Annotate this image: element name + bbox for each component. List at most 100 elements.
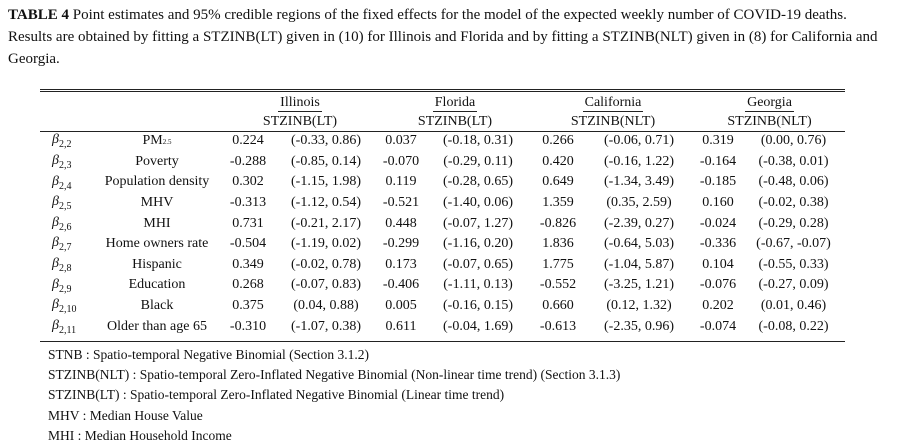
coefficient-symbol: β2,9: [52, 276, 72, 295]
coefficient-symbol: β2,2: [52, 132, 72, 151]
credible-region: (-1.04, 5.87): [604, 256, 674, 272]
credible-region: (-0.08, 0.22): [758, 318, 829, 334]
credible-region: (-0.21, 2.17): [291, 215, 361, 231]
variable-name: MHV: [140, 195, 174, 211]
coefficient-symbol: β2,8: [52, 255, 72, 274]
point-estimate: 0.302: [232, 174, 264, 190]
credible-region: (-0.28, 0.65): [443, 174, 513, 190]
point-estimate: 0.731: [232, 215, 264, 231]
table-row: β2,2 PM2.5 0.224 (-0.33, 0.86) 0.037 (-0.18, …: [40, 131, 845, 152]
credible-region: (-2.39, 0.27): [604, 215, 674, 231]
table-row: β2,6 MHI 0.731 (-0.21, 2.17) 0.448 (-0.07, 1.…: [40, 213, 845, 234]
credible-region: (-0.48, 0.06): [758, 174, 829, 190]
table-row: β2,8 Hispanic 0.349 (-0.02, 0.78) 0.173 (-0.0…: [40, 255, 845, 276]
point-estimate: -0.024: [699, 215, 737, 231]
model-header: STZINB(NLT): [727, 113, 812, 129]
point-estimate: -0.074: [699, 318, 737, 334]
coefficient-symbol: β2,11: [52, 317, 77, 336]
credible-region: (-0.02, 0.78): [291, 256, 361, 272]
credible-region: (-1.16, 0.20): [443, 236, 513, 252]
bottom-rule: [40, 341, 845, 342]
credible-region: (-0.38, 0.01): [758, 153, 829, 169]
table-row: β2,11 Older than age 65 -0.310 (-1.07, 0.38…: [40, 316, 845, 337]
variable-name: Population density: [104, 174, 210, 190]
model-header: STZINB(LT): [262, 113, 338, 129]
point-estimate: 0.649: [542, 174, 574, 190]
table-row: β2,9 Education 0.268 (-0.07, 0.83) -0.406 (-1…: [40, 275, 845, 296]
point-estimate: 0.202: [702, 298, 734, 314]
point-estimate: -0.521: [382, 195, 420, 211]
top-rule: [40, 89, 845, 92]
point-estimate: 0.319: [702, 133, 734, 149]
point-estimate: 0.349: [232, 256, 264, 272]
footnote: STZINB(LT) : Spatio-temporal Zero-Inflat…: [48, 387, 505, 403]
point-estimate: 0.173: [385, 256, 417, 272]
point-estimate: -0.336: [699, 236, 737, 252]
point-estimate: 0.268: [232, 277, 264, 293]
credible-region: (-0.07, 0.83): [291, 277, 361, 293]
point-estimate: -0.310: [229, 318, 267, 334]
state-header: California: [582, 95, 644, 112]
point-estimate: 0.037: [385, 133, 417, 149]
footnote: MHV : Median House Value: [48, 407, 203, 423]
credible-region: (-1.34, 3.49): [604, 174, 674, 190]
credible-region: (-2.35, 0.96): [604, 318, 674, 334]
credible-region: (0.01, 0.46): [760, 298, 827, 314]
credible-region: (-1.07, 0.38): [291, 318, 361, 334]
variable-name: Poverty: [135, 153, 179, 169]
point-estimate: 0.660: [542, 298, 574, 314]
footnote: STZINB(NLT) : Spatio-temporal Zero-Infla…: [48, 367, 621, 383]
credible-region: (-0.29, 0.11): [443, 153, 513, 169]
point-estimate: -0.076: [699, 277, 737, 293]
credible-region: (-0.27, 0.09): [758, 277, 829, 293]
point-estimate: 0.375: [232, 298, 264, 314]
variable-name: MHI: [143, 215, 171, 231]
caption-text: Point estimates and 95% credible regions…: [8, 7, 878, 67]
credible-region: (-0.29, 0.28): [758, 215, 829, 231]
state-header: Florida: [432, 95, 478, 112]
credible-region: (-0.18, 0.31): [443, 133, 513, 149]
variable-name: Black: [140, 298, 174, 314]
table-row: β2,10 Black 0.375 (0.04, 0.88) 0.005 (-0.16, …: [40, 296, 845, 317]
credible-region: (-0.85, 0.14): [291, 153, 361, 169]
point-estimate: -0.299: [382, 236, 420, 252]
model-header: STZINB(NLT): [570, 113, 656, 129]
point-estimate: 0.119: [385, 174, 417, 190]
credible-region: (-0.64, 5.03): [604, 236, 674, 252]
credible-region: (-1.12, 0.54): [291, 195, 361, 211]
credible-region: (0.04, 0.88): [293, 298, 359, 314]
footnotes: STNB : Spatio-temporal Negative Binomial…: [48, 345, 620, 446]
point-estimate: 0.420: [542, 153, 574, 169]
point-estimate: 1.836: [542, 236, 574, 252]
variable-name: PM2.5: [142, 133, 172, 149]
point-estimate: 0.611: [385, 318, 417, 334]
table-row: β2,4 Population density 0.302 (-1.15, 1.98)…: [40, 172, 845, 193]
variable-name: Education: [128, 277, 186, 293]
credible-region: (-0.16, 1.22): [604, 153, 674, 169]
estimates-table: Illinois Florida California Georgia STZI…: [40, 92, 845, 337]
credible-region: (0.12, 1.32): [606, 298, 672, 314]
variable-name: Home owners rate: [105, 236, 209, 252]
point-estimate: -0.406: [382, 277, 420, 293]
point-estimate: 1.359: [542, 195, 574, 211]
point-estimate: 1.775: [542, 256, 574, 272]
point-estimate: -0.185: [699, 174, 737, 190]
coefficient-symbol: β2,4: [52, 173, 72, 192]
coefficient-symbol: β2,10: [52, 297, 77, 315]
table-label: TABLE 4: [8, 7, 69, 23]
variable-name: Hispanic: [132, 256, 182, 272]
header-rule: [40, 131, 845, 132]
coefficient-symbol: β2,5: [52, 194, 72, 212]
table-caption: TABLE 4 Point estimates and 95% credible…: [8, 4, 888, 70]
point-estimate: -0.552: [539, 277, 577, 293]
state-header: Illinois: [278, 95, 322, 112]
credible-region: (-0.04, 1.69): [443, 318, 513, 334]
point-estimate: -0.826: [539, 215, 577, 231]
credible-region: (-0.67, -0.07): [756, 236, 831, 252]
point-estimate: 0.448: [385, 215, 417, 231]
coefficient-symbol: β2,6: [52, 214, 72, 233]
credible-region: (-0.33, 0.86): [291, 133, 361, 149]
variable-name: Older than age 65: [107, 318, 207, 334]
credible-region: (-1.19, 0.02): [291, 236, 361, 252]
